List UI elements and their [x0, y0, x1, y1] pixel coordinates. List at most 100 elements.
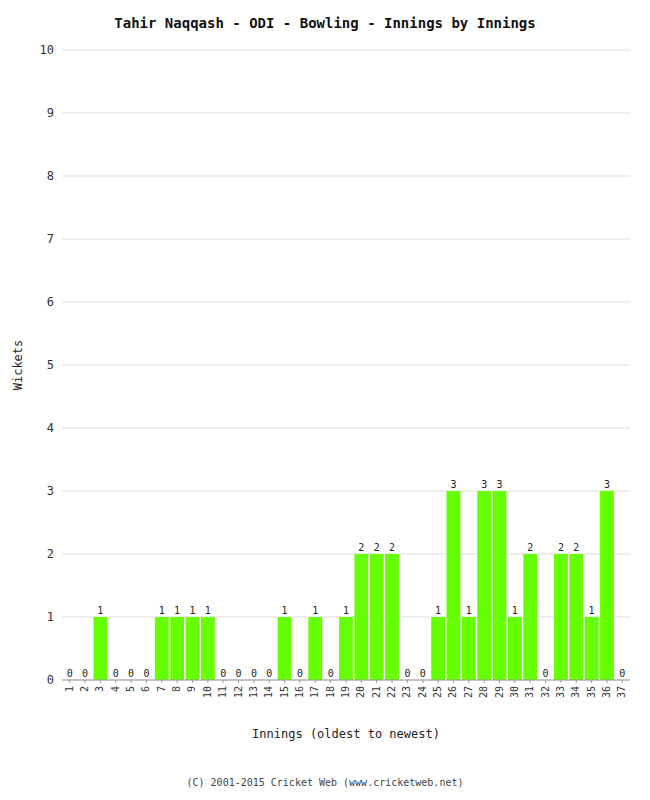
x-tick [223, 680, 224, 683]
data-label: 1 [466, 605, 472, 616]
x-tick [131, 680, 132, 683]
x-tick-label: 32 [540, 686, 551, 698]
data-label: 0 [113, 668, 119, 679]
x-tick-label: 36 [601, 686, 612, 698]
y-tick-label: 4 [47, 421, 54, 435]
x-tick-label: 17 [309, 686, 320, 698]
grid-line [62, 491, 630, 492]
grid-line [62, 428, 630, 429]
x-tick [606, 680, 607, 683]
bar [600, 491, 614, 680]
x-tick [192, 680, 193, 683]
x-tick-label: 20 [355, 686, 366, 698]
data-label: 1 [174, 605, 180, 616]
y-tick-label: 8 [47, 169, 54, 183]
x-tick [284, 680, 285, 683]
x-tick-label: 16 [294, 686, 305, 698]
x-tick [346, 680, 347, 683]
data-label: 1 [159, 605, 165, 616]
data-label: 0 [543, 668, 549, 679]
x-tick [453, 680, 454, 683]
title: Tahir Naqqash - ODI - Bowling - Innings … [114, 15, 535, 31]
x-tick [407, 680, 408, 683]
x-tick [560, 680, 561, 683]
x-tick [253, 680, 254, 683]
x-tick [545, 680, 546, 683]
data-label: 0 [82, 668, 88, 679]
x-tick [622, 680, 623, 683]
x-tick-label: 35 [586, 686, 597, 698]
x-tick [392, 680, 393, 683]
x-tick-label: 29 [494, 686, 505, 698]
bar [308, 617, 322, 680]
bar [447, 491, 461, 680]
bar [354, 554, 368, 680]
x-tick-label: 6 [140, 686, 151, 692]
data-label: 3 [604, 479, 610, 490]
x-tick [422, 680, 423, 683]
data-label: 0 [404, 668, 410, 679]
y-grid: 012345678910 [40, 43, 630, 687]
x-tick [161, 680, 162, 683]
data-label: 1 [312, 605, 318, 616]
x-tick-label: 13 [248, 686, 259, 698]
x-tick-label: 22 [386, 686, 397, 698]
x-tick-label: 2 [79, 686, 90, 692]
x-tick [207, 680, 208, 683]
x-tick [299, 680, 300, 683]
x-tick-label: 11 [217, 686, 228, 698]
bar [569, 554, 583, 680]
data-label: 0 [128, 668, 134, 679]
x-tick [100, 680, 101, 683]
x-tick [484, 680, 485, 683]
y-tick-label: 2 [47, 547, 54, 561]
bar [585, 617, 599, 680]
data-label: 0 [251, 668, 257, 679]
x-tick-label: 31 [524, 686, 535, 698]
x-tick-label: 25 [432, 686, 443, 698]
bar [385, 554, 399, 680]
x-tick-label: 7 [156, 686, 167, 692]
x-tick [269, 680, 270, 683]
bar [523, 554, 537, 680]
data-label: 2 [389, 542, 395, 553]
bar [170, 617, 184, 680]
x-tick [468, 680, 469, 683]
data-label: 1 [435, 605, 441, 616]
x-tick [514, 680, 515, 683]
data-label: 0 [328, 668, 334, 679]
x-tick-label: 14 [263, 686, 274, 698]
bar [370, 554, 384, 680]
data-label: 0 [420, 668, 426, 679]
data-label: 2 [358, 542, 364, 553]
bar [477, 491, 491, 680]
x-tick [330, 680, 331, 683]
x-tick-label: 21 [371, 686, 382, 698]
x-tick-label: 10 [202, 686, 213, 698]
x-tick-label: 37 [616, 686, 627, 698]
grid-line [62, 365, 630, 366]
x-tick-label: 5 [125, 686, 136, 692]
data-label: 0 [297, 668, 303, 679]
grid-line [62, 302, 630, 303]
data-label: 1 [343, 605, 349, 616]
x-tick-label: 12 [233, 686, 244, 698]
x-tick-label: 33 [555, 686, 566, 698]
x-tick-label: 8 [171, 686, 182, 692]
y-tick-label: 0 [47, 673, 54, 687]
grid-line [62, 113, 630, 114]
x-tick [238, 680, 239, 683]
x-tick-label: 26 [447, 686, 458, 698]
data-label: 0 [619, 668, 625, 679]
data-label: 0 [266, 668, 272, 679]
y-tick-label: 10 [40, 43, 54, 57]
bar [554, 554, 568, 680]
x-tick-label: 30 [509, 686, 520, 698]
y-tick-label: 1 [47, 610, 54, 624]
grid-line [62, 50, 630, 51]
bar [431, 617, 445, 680]
x-tick-label: 4 [110, 686, 121, 692]
x-tick [499, 680, 500, 683]
x-tick [177, 680, 178, 683]
x-tick-label: 18 [325, 686, 336, 698]
